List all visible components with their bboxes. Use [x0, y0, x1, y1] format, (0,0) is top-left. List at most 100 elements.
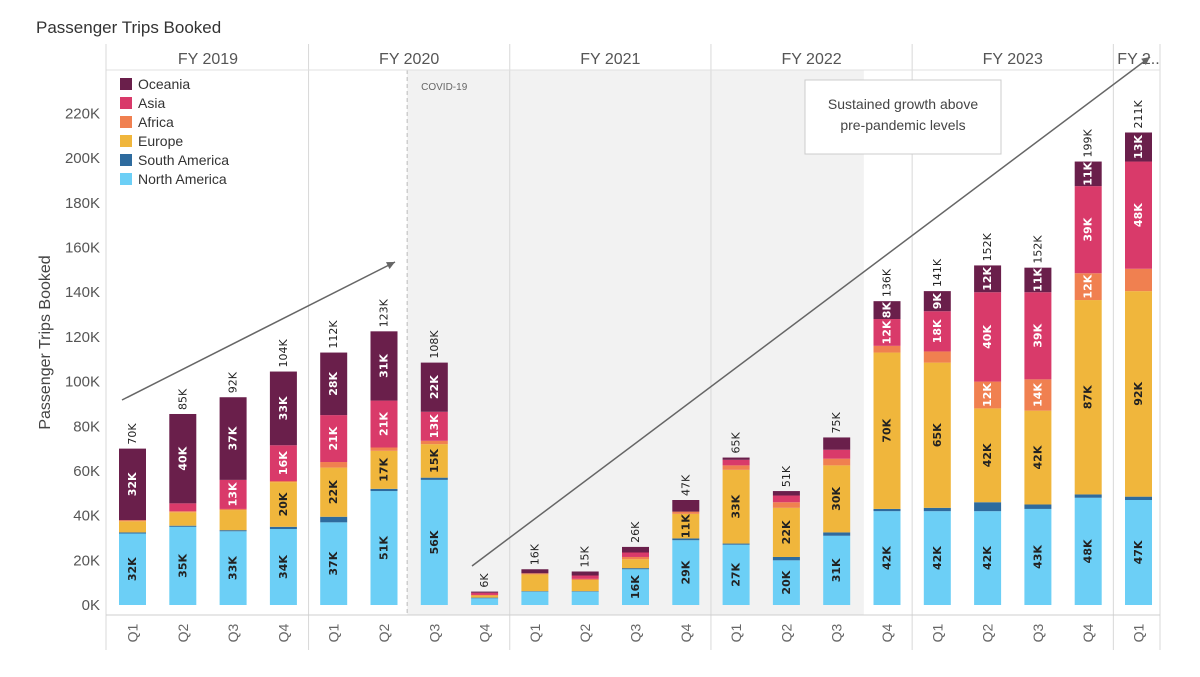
bar-segment-label: 15K [428, 449, 441, 473]
bar-segment [521, 573, 549, 575]
bar-segment [1125, 496, 1152, 500]
bar-total-label: 75K [830, 411, 843, 433]
bar-segment [320, 462, 348, 468]
bar-segment [823, 532, 851, 536]
bar-segment [471, 592, 499, 595]
bar-segment [521, 591, 549, 592]
annotation-text: pre-pandemic levels [840, 117, 965, 133]
bar-segment [571, 591, 599, 592]
bar-segment-label: 29K [679, 560, 692, 584]
bar-segment [923, 311, 951, 352]
bar-segment [219, 479, 247, 509]
bar-segment-label: 16K [277, 451, 290, 475]
quarter-tick-label: Q2 [577, 623, 593, 642]
bar-total-label: 26K [629, 521, 642, 543]
bar-segment-label: 51K [378, 536, 391, 560]
bar-segment [471, 598, 499, 605]
bar-segment [672, 500, 700, 512]
fiscal-year-label: FY 2021 [580, 51, 640, 68]
legend-swatch [120, 97, 132, 109]
bar-segment [1024, 504, 1052, 509]
bar-total-label: 123K [378, 298, 391, 327]
bar-total-label: 16K [528, 543, 541, 565]
bar-segment-label: 92K [1132, 381, 1145, 405]
post-covid-trend-arrow [471, 56, 1151, 567]
bar-total-label: 6K [478, 573, 491, 588]
quarter-tick-label: Q4 [275, 623, 291, 642]
bar-segment [370, 400, 398, 448]
bar-segment [1125, 291, 1152, 497]
bar-segment [974, 381, 1002, 409]
bar-segment [521, 574, 549, 592]
bar-segment [672, 538, 700, 541]
bar-segment [622, 546, 649, 553]
bar-segment [1024, 508, 1052, 605]
bar-segment [823, 465, 851, 533]
y-tick-label: 80K [73, 418, 100, 435]
bar-segment [722, 465, 750, 470]
chart-title: Passenger Trips Booked [36, 18, 222, 37]
bar-segment-label: 65K [931, 423, 944, 447]
bar-segment [471, 595, 499, 598]
bar-segment [571, 571, 599, 576]
bar-total-label: 104K [277, 339, 290, 368]
bar-segment [320, 516, 348, 523]
bar-segment [269, 482, 297, 527]
legend-swatch [120, 154, 132, 166]
bar-segment [974, 292, 1002, 382]
bar-segment-label: 39K [1031, 323, 1044, 347]
bar-segment [1074, 497, 1102, 605]
bar-segment [1024, 410, 1052, 505]
legend-label: South America [138, 152, 229, 168]
bar-segment-label: 39K [1082, 217, 1095, 241]
bar-segment [571, 575, 599, 579]
y-axis-label: Passenger Trips Booked [37, 255, 54, 429]
bar-segment-label: 17K [378, 457, 391, 481]
bar-segment [974, 265, 1002, 293]
y-tick-label: 60K [73, 463, 100, 480]
bar-total-label: 51K [780, 465, 793, 487]
bar-segment [622, 556, 649, 560]
quarter-tick-label: Q4 [477, 623, 493, 642]
bar-segment-label: 37K [327, 551, 340, 575]
pre-covid-trend-arrow-head [386, 262, 395, 270]
bar-total-label: 15K [579, 545, 592, 567]
bar-segment-label: 13K [428, 414, 441, 438]
quarter-tick-label: Q2 [980, 623, 996, 642]
bar-segment [772, 491, 800, 496]
bar-segment-label: 18K [931, 319, 944, 343]
bar-segment-label: 33K [227, 556, 240, 580]
legend-label: Europe [138, 133, 183, 149]
bar-segment [873, 352, 901, 509]
bar-segment [1125, 500, 1152, 605]
bar-segment [571, 578, 599, 580]
bar-segment-label: 11K [1082, 161, 1095, 185]
bar-segment [672, 540, 700, 605]
bar-segment [119, 520, 146, 522]
quarter-tick-label: Q3 [829, 623, 845, 642]
legend: Oceania Asia Africa Europe South America Nort… [120, 76, 229, 187]
bar-segment [169, 526, 197, 605]
bar-segment [873, 301, 901, 320]
bar-segment [219, 397, 247, 480]
bar-segment-label: 9K [931, 293, 944, 310]
bar-segment-label: 48K [1082, 539, 1095, 563]
bar-segment-label: 21K [378, 412, 391, 436]
y-tick-label: 20K [73, 552, 100, 569]
bar-total-label: 112K [327, 320, 340, 349]
bar-segment [320, 522, 348, 605]
bar-segment [420, 444, 448, 478]
quarter-tick-label: Q4 [1080, 623, 1096, 642]
bar-segment [974, 511, 1002, 605]
bar-segment [1125, 161, 1152, 269]
bar-segment-label: 11K [1031, 268, 1044, 292]
bar-segment [772, 495, 800, 503]
y-tick-label: 40K [73, 508, 100, 525]
bar-segment [772, 502, 800, 508]
bar-total-label: 141K [931, 258, 944, 287]
legend-swatch [120, 78, 132, 90]
quarter-tick-label: Q1 [929, 623, 945, 642]
bar-segment [1074, 273, 1102, 301]
annotation-text: Sustained growth above [828, 96, 978, 112]
